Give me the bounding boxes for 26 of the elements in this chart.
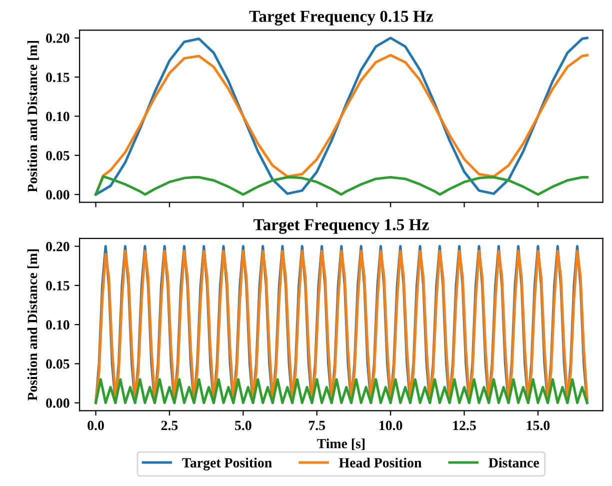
y-tick-label: 0.00: [46, 398, 70, 408]
legend-label: Head Position: [339, 458, 422, 468]
legend-label: Target Position: [182, 458, 272, 470]
y-tick-label: 0.05: [46, 359, 70, 369]
legend-label: Distance: [488, 458, 539, 468]
x-axis-title: Time [s]: [317, 438, 365, 450]
chart-title: Target Frequency 1.5 Hz: [253, 219, 429, 234]
y-tick-label: 0.20: [46, 34, 70, 43]
x-tick-label: 2.5: [161, 420, 178, 430]
y-tick-label: 0.15: [46, 72, 70, 82]
y-tick-label: 0.10: [46, 320, 70, 330]
chart-title: Target Frequency 0.15 Hz: [249, 10, 433, 26]
x-tick-label: 12.5: [453, 420, 476, 430]
y-tick-label: 0.00: [46, 190, 70, 200]
y-axis-title: Position and Distance [m]: [27, 249, 39, 401]
y-tick-label: 0.15: [46, 281, 70, 290]
y-axis-title: Position and Distance [m]: [27, 41, 39, 192]
x-tick-label: 7.5: [308, 420, 326, 430]
y-tick-label: 0.05: [46, 150, 70, 160]
x-tick-label: 5.0: [235, 420, 252, 430]
y-tick-label: 0.10: [46, 112, 70, 122]
line-series: [94, 175, 588, 196]
x-tick-label: 15.0: [526, 420, 550, 430]
y-tick-label: 0.20: [46, 242, 70, 252]
x-tick-label: 0.0: [88, 420, 104, 430]
x-tick-label: 10.0: [380, 420, 402, 430]
